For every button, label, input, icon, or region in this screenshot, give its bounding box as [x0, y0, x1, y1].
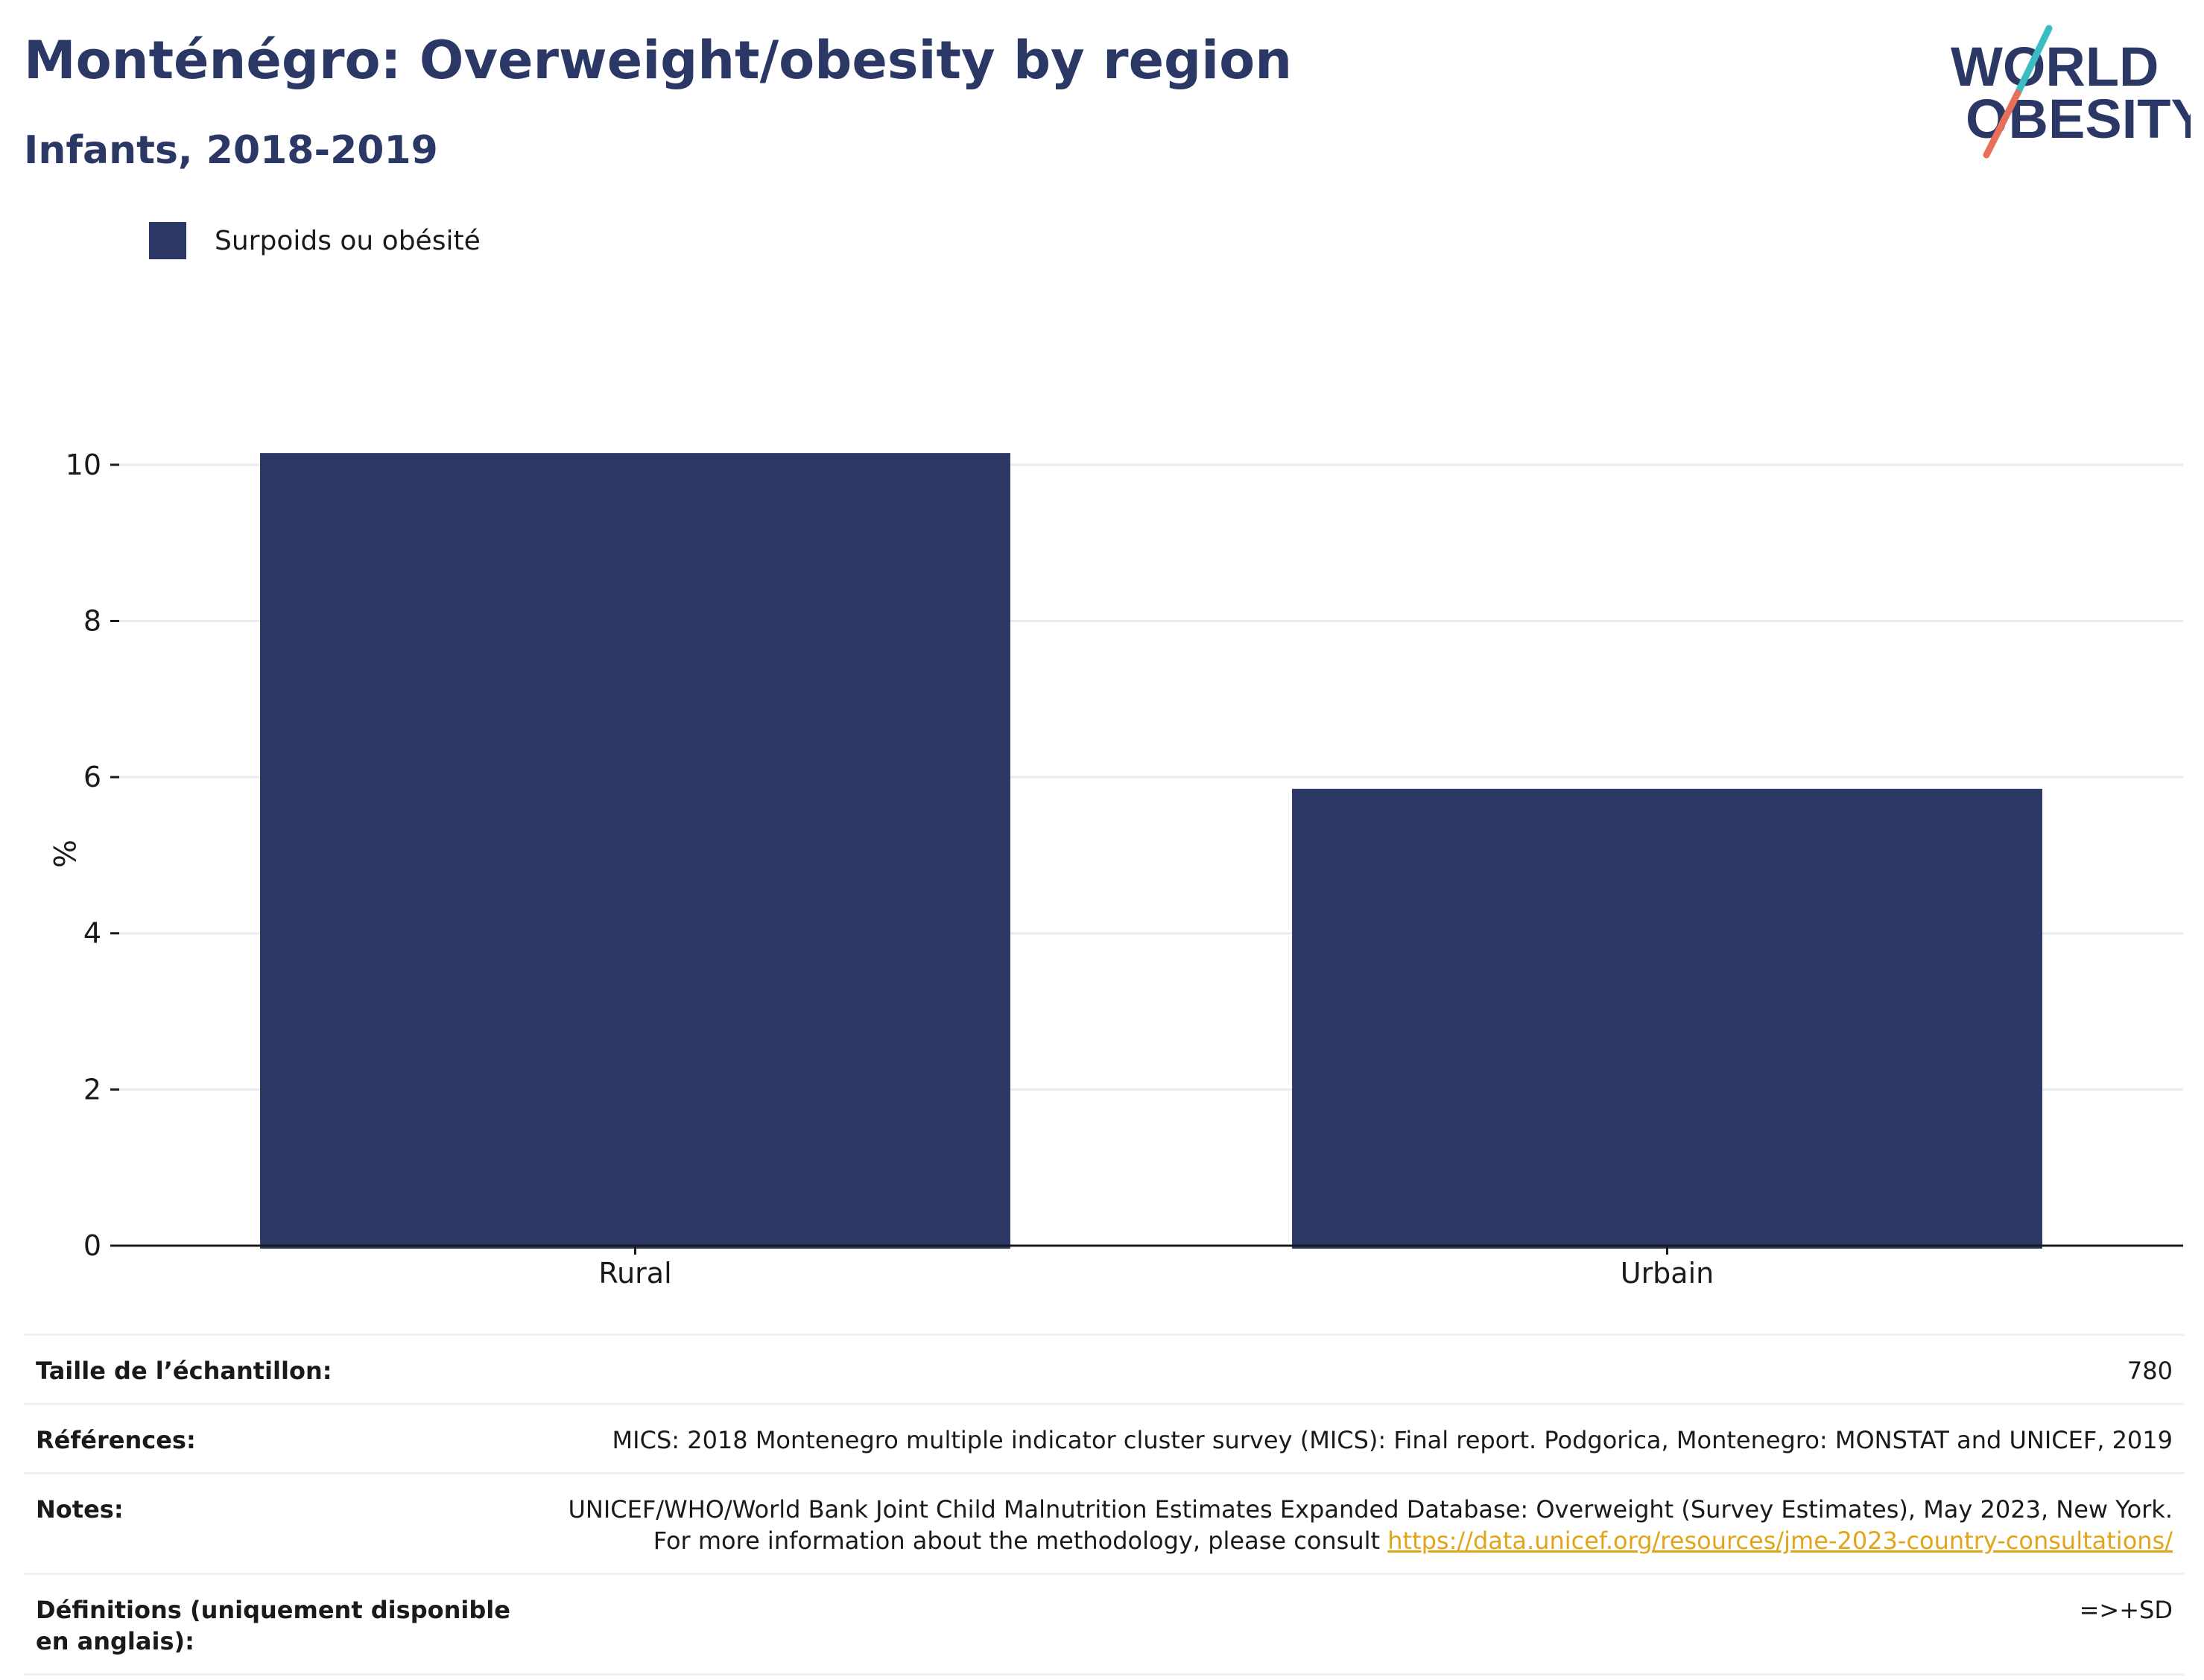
- y-tick-label: 8: [83, 604, 101, 637]
- legend[interactable]: Surpoids ou obésité: [149, 222, 481, 259]
- bar-chart: 0 2 4 6 8 10 Rural Urbain %: [46, 448, 2183, 1290]
- info-row-definitions: Définitions (uniquement disponible en an…: [24, 1573, 2185, 1676]
- chart-subtitle: Infants, 2018-2019: [24, 128, 438, 173]
- x-axis-ticks: Rural Urbain: [598, 1246, 1714, 1290]
- bars: [260, 453, 2042, 1249]
- info-table: Taille de l’échantillon: 780 Références:…: [24, 1334, 2185, 1676]
- info-row-notes: Notes: UNICEF/WHO/World Bank Joint Child…: [24, 1472, 2185, 1574]
- y-tick-label: 0: [83, 1229, 101, 1262]
- notes-link[interactable]: https://data.unicef.org/resources/jme-20…: [1387, 1527, 2173, 1555]
- notes-label: Notes:: [24, 1472, 554, 1574]
- y-axis-label: %: [46, 840, 80, 868]
- x-tick-label: Rural: [598, 1257, 671, 1290]
- legend-swatch: [149, 222, 186, 259]
- sample-size-value: 780: [554, 1334, 2185, 1404]
- logo-text-obesity: OBESITY: [1966, 88, 2191, 150]
- world-obesity-logo: WORLD OBESITY: [1951, 25, 2191, 159]
- logo-text-world: WORLD: [1951, 36, 2159, 98]
- bar-urbain[interactable]: [1292, 788, 2042, 1249]
- references-label: Références:: [24, 1403, 554, 1474]
- chart-title: Monténégro: Overweight/obesity by region: [24, 30, 1293, 91]
- logo-slash-top: [2014, 25, 2053, 97]
- notes-text: UNICEF/WHO/World Bank Joint Child Malnut…: [568, 1495, 2173, 1555]
- y-tick-label: 4: [83, 917, 101, 950]
- notes-value: UNICEF/WHO/World Bank Joint Child Malnut…: [554, 1472, 2185, 1574]
- y-axis-ticks: 0 2 4 6 8 10: [66, 448, 119, 1262]
- y-tick-label: 10: [66, 448, 101, 481]
- y-tick-label: 2: [83, 1073, 101, 1106]
- info-row-references: Références: MICS: 2018 Montenegro multip…: [24, 1403, 2185, 1474]
- logo-slash-bottom: [1983, 89, 2021, 159]
- definitions-value: =>+SD: [554, 1573, 2185, 1676]
- legend-label: Surpoids ou obésité: [215, 225, 481, 256]
- y-tick-label: 6: [83, 761, 101, 793]
- x-tick-label: Urbain: [1621, 1257, 1714, 1290]
- sample-size-label: Taille de l’échantillon:: [24, 1334, 554, 1404]
- references-value: MICS: 2018 Montenegro multiple indicator…: [554, 1403, 2185, 1474]
- definitions-label: Définitions (uniquement disponible en an…: [24, 1573, 554, 1676]
- bar-rural[interactable]: [260, 453, 1010, 1249]
- info-row-sample: Taille de l’échantillon: 780: [24, 1334, 2185, 1404]
